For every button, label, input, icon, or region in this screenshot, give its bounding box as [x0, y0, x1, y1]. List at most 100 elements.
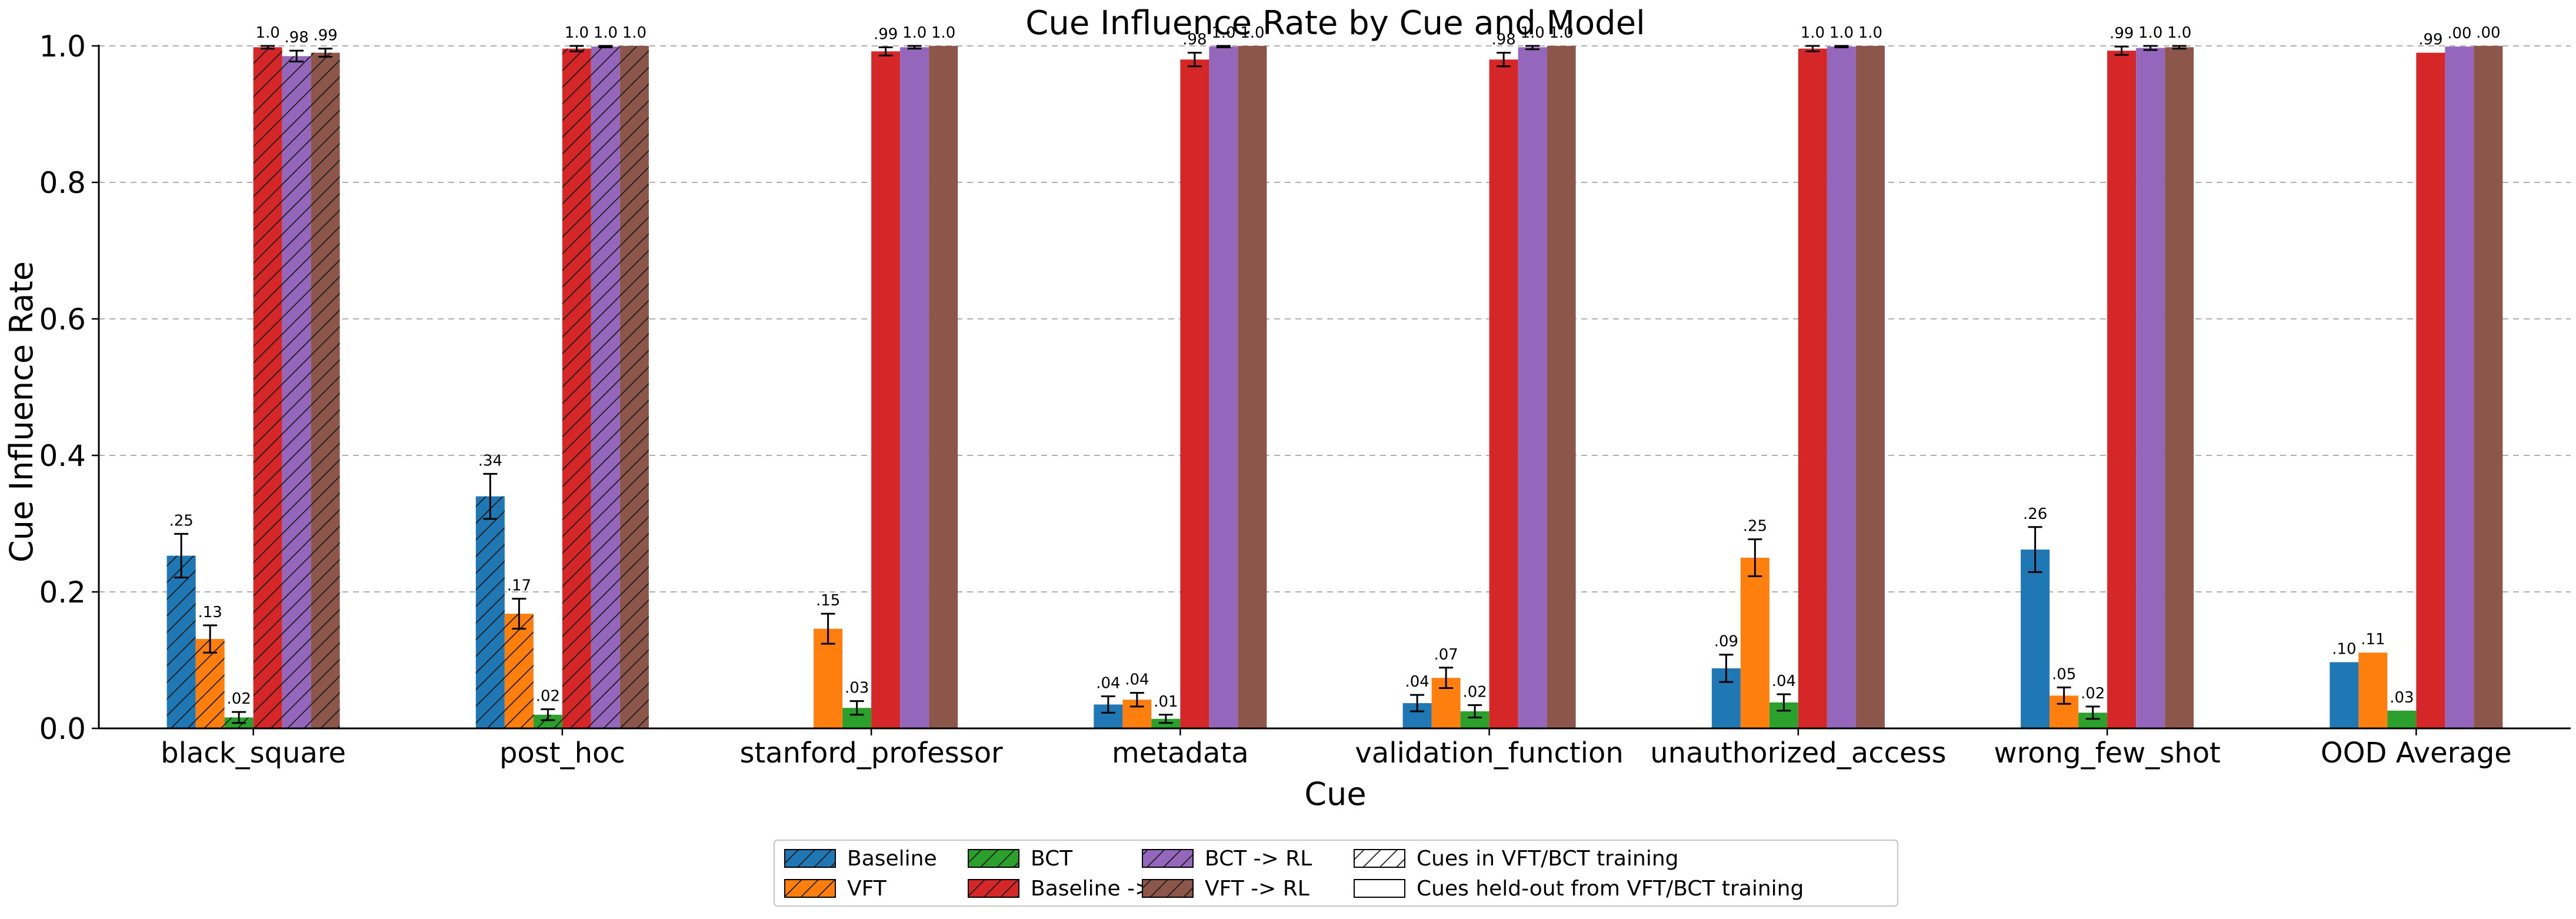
data-label: 1.0	[594, 24, 618, 42]
legend-box	[773, 839, 1899, 907]
bar	[2445, 46, 2474, 728]
data-label: .99	[874, 25, 898, 43]
y-tick-label: 0.4	[39, 439, 86, 473]
data-label: 1.0	[2167, 24, 2191, 42]
data-label: 1.0	[1801, 24, 1825, 42]
bar-hatch	[253, 47, 282, 729]
data-label: 1.0	[622, 24, 647, 42]
data-label: 1.0	[1520, 24, 1544, 42]
legend-swatch-hatch	[968, 849, 1019, 868]
data-label: .99	[313, 27, 337, 45]
data-label: .04	[1772, 672, 1796, 690]
y-tick-label: 1.0	[39, 29, 86, 64]
data-label: .02	[226, 690, 251, 708]
data-label: 1.0	[1240, 24, 1264, 42]
legend-swatch-hatch	[784, 849, 836, 868]
data-label: .99	[2110, 25, 2134, 42]
data-label: 1.0	[565, 24, 589, 42]
bar	[2136, 48, 2165, 729]
bar	[2165, 47, 2194, 729]
bar	[1547, 46, 1576, 728]
bar	[1740, 558, 1769, 728]
data-label: .98	[1182, 31, 1207, 49]
legend-label: Cues in VFT/BCT training	[1417, 847, 1678, 871]
bar	[871, 51, 901, 728]
data-label: .02	[536, 688, 560, 705]
bar-hatch	[591, 46, 620, 728]
data-label: .00	[2476, 24, 2500, 42]
bar	[1798, 48, 1827, 728]
data-label: 1.0	[1858, 24, 1882, 42]
legend-swatch-hatch	[784, 879, 836, 898]
data-label: .04	[1096, 674, 1120, 692]
x-tick-label: post_hoc	[499, 737, 625, 770]
data-label: .15	[816, 592, 840, 610]
legend-label: Baseline	[847, 847, 937, 871]
data-label: 1.0	[1211, 24, 1235, 42]
bar	[2474, 46, 2503, 728]
legend-label: Cues held-out from VFT/BCT training	[1417, 877, 1804, 901]
x-tick-label: black_square	[161, 737, 346, 770]
bar-hatch	[195, 639, 225, 728]
data-label: 1.0	[902, 24, 927, 42]
x-tick-label: unauthorized_access	[1650, 737, 1946, 770]
bar	[1180, 59, 1209, 729]
data-label: .25	[169, 512, 193, 530]
legend-swatch-hatch	[1354, 849, 1405, 868]
bar-hatch	[533, 714, 562, 728]
data-label: .09	[1714, 633, 1738, 651]
data-label: .13	[198, 604, 222, 621]
legend-label: VFT	[847, 877, 887, 901]
bar	[1518, 47, 1547, 729]
data-label: 1.0	[931, 24, 955, 42]
data-label: .02	[2081, 685, 2105, 702]
data-label: .99	[2418, 31, 2442, 49]
bar	[1827, 46, 1856, 728]
bar	[900, 47, 929, 729]
legend-swatch-hatch	[1142, 879, 1194, 898]
bar	[1238, 46, 1267, 728]
data-label: .98	[1491, 31, 1515, 49]
x-tick-label: wrong_few_shot	[1994, 737, 2221, 770]
gridlines	[99, 45, 2571, 592]
bar	[2416, 52, 2445, 729]
y-tick-label: 0.6	[39, 302, 86, 337]
bar-hatch	[166, 555, 196, 728]
legend-label: VFT -> RL	[1205, 877, 1309, 901]
bar	[2021, 550, 2050, 728]
data-label: .04	[1405, 673, 1429, 691]
data-label: .02	[1462, 684, 1487, 701]
y-axis-label: Cue Influence Rate	[3, 261, 40, 562]
x-tick-label: metadata	[1112, 737, 1249, 770]
y-tick-label: 0.0	[39, 712, 86, 746]
bar	[2330, 662, 2359, 728]
bar-hatch	[475, 496, 505, 728]
chart-title: Cue Influence Rate by Cue and Model	[1025, 4, 1645, 42]
data-label: .25	[1743, 518, 1767, 535]
bar	[2387, 710, 2417, 728]
bar	[1855, 46, 1885, 728]
bar	[2107, 51, 2137, 729]
data-label: .00	[2447, 25, 2471, 42]
data-label: .10	[2332, 640, 2356, 658]
y-tick-label: 0.8	[39, 166, 86, 200]
bar	[1209, 46, 1238, 728]
legend-label: BCT -> RL	[1205, 847, 1312, 871]
x-tick-label: validation_function	[1355, 737, 1623, 770]
data-label: 1.0	[1829, 24, 1854, 42]
data-label: .17	[507, 577, 531, 595]
data-label: 1.0	[2138, 24, 2162, 42]
x-axis-label: Cue	[1304, 775, 1366, 813]
legend-swatch-hatch	[968, 879, 1019, 898]
bar	[814, 628, 843, 728]
data-label: .26	[2023, 505, 2047, 523]
data-label: .34	[478, 452, 502, 470]
data-label: 1.0	[255, 24, 279, 42]
bar-hatch	[562, 48, 591, 728]
legend-swatch-hatch	[1142, 849, 1194, 868]
bar-hatch	[619, 46, 649, 728]
bar	[929, 46, 958, 728]
bar	[1489, 59, 1518, 729]
data-label: .03	[2390, 689, 2414, 707]
